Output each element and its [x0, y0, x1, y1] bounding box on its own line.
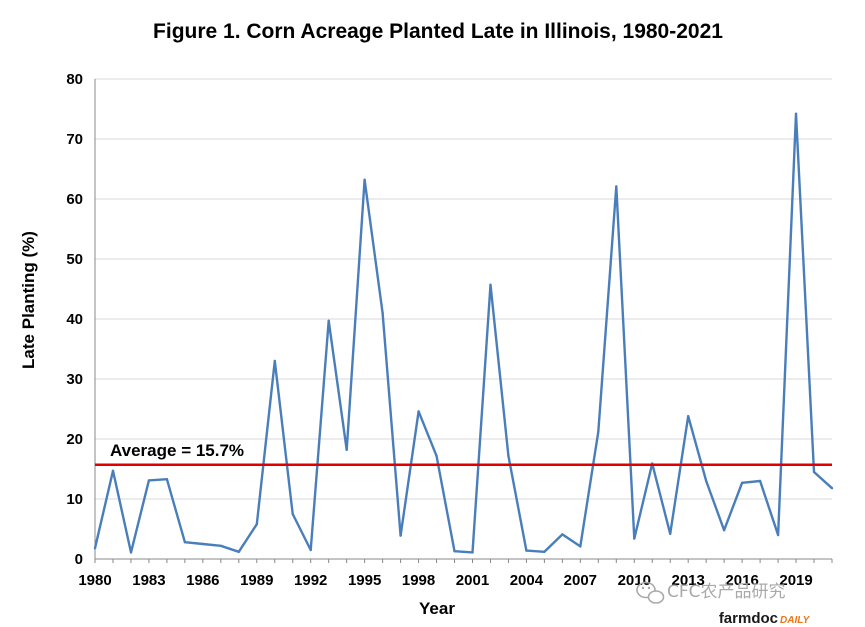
- y-tick-label: 0: [75, 551, 83, 568]
- y-tick-label: 20: [66, 431, 83, 448]
- x-tick-label: 1986: [186, 572, 219, 589]
- watermark: CFC农产品研究: [636, 581, 786, 604]
- x-axis-label: Year: [419, 599, 455, 618]
- data-point: [255, 523, 258, 526]
- data-point: [669, 532, 672, 535]
- y-tick-label: 40: [66, 311, 83, 328]
- x-tick-label: 2010: [618, 572, 651, 589]
- x-tick-label: 1992: [294, 572, 327, 589]
- data-point: [183, 541, 187, 544]
- x-tick-label: 2004: [510, 572, 544, 589]
- y-tick-label: 10: [66, 491, 83, 508]
- data-point: [794, 112, 798, 116]
- data-point: [525, 549, 528, 552]
- data-point: [435, 454, 438, 457]
- y-axis-label: Late Planting (%): [19, 231, 38, 369]
- x-tick-label: 2013: [672, 572, 705, 589]
- y-tick-label: 80: [66, 71, 83, 88]
- data-point: [147, 479, 151, 482]
- watermark-text: CFC农产品研究: [667, 582, 786, 602]
- data-point: [201, 542, 205, 546]
- series-line: [93, 112, 833, 554]
- x-tick-label: 1983: [132, 572, 165, 589]
- data-point: [543, 550, 546, 553]
- data-point: [453, 550, 456, 553]
- data-point: [345, 448, 348, 451]
- x-tick-labels: 1980 1983 1986 1989 1992 1995 1998 2001 2004 2007…: [78, 572, 812, 589]
- y-tick-label: 50: [66, 251, 83, 268]
- data-point: [579, 545, 582, 548]
- data-point: [399, 534, 402, 537]
- data-point: [219, 544, 223, 547]
- x-tick-label: 1998: [402, 572, 435, 589]
- data-point: [363, 178, 366, 181]
- gridlines: [95, 78, 832, 500]
- data-point: [273, 359, 276, 363]
- data-point: [291, 512, 294, 516]
- data-point: [417, 410, 420, 413]
- data-point: [615, 185, 618, 188]
- y-tick-labels: 0 10 20 30 40 50 60 70 80: [66, 71, 83, 568]
- data-point: [93, 547, 97, 550]
- data-point: [776, 533, 780, 537]
- data-point: [381, 311, 384, 315]
- data-point: [597, 430, 600, 433]
- x-tick-marks: [94, 559, 833, 563]
- logo-part1: farmdoc: [719, 610, 778, 627]
- data-point: [507, 454, 510, 457]
- logo-part2: DAILY: [780, 615, 811, 626]
- y-tick-label: 30: [66, 371, 83, 388]
- farmdoc-logo: farmdoc DAILY: [719, 610, 811, 627]
- data-point: [111, 469, 115, 472]
- series-late-planting: [93, 112, 834, 554]
- average-annotation: Average = 15.7%: [110, 441, 244, 460]
- data-point: [758, 479, 762, 483]
- x-tick-label: 2001: [456, 572, 489, 589]
- data-point: [327, 319, 330, 322]
- data-point: [704, 479, 708, 483]
- y-tick-label: 60: [66, 191, 83, 208]
- data-point: [830, 487, 834, 490]
- chart-title: Figure 1. Corn Acreage Planted Late in I…: [153, 20, 723, 43]
- x-tick-label: 1980: [78, 572, 111, 589]
- data-point: [686, 415, 690, 418]
- wechat-icon: [636, 581, 665, 604]
- data-point: [561, 533, 564, 536]
- data-point: [165, 478, 169, 481]
- x-tick-label: 2016: [725, 572, 758, 589]
- data-point: [722, 529, 726, 532]
- x-tick-label: 2007: [564, 572, 597, 589]
- x-tick-label: 1995: [348, 572, 381, 589]
- y-tick-label: 70: [66, 131, 83, 148]
- data-point: [812, 470, 816, 474]
- data-point: [471, 551, 474, 554]
- data-point: [129, 551, 133, 554]
- x-tick-label: 2019: [779, 572, 812, 589]
- data-point: [309, 548, 312, 552]
- x-tick-label: 1989: [240, 572, 273, 589]
- data-point: [489, 283, 492, 286]
- data-point: [237, 550, 241, 553]
- data-point: [633, 537, 636, 540]
- data-point: [740, 481, 744, 484]
